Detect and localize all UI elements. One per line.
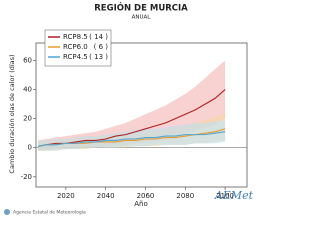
x-axis-label: Año <box>134 200 148 208</box>
y-tick-label: 0 <box>28 144 32 152</box>
x-tick-label: 2100 <box>216 192 234 200</box>
legend-label: RCP4.5 <box>63 53 88 61</box>
chart-title: REGIÓN DE MURCIA <box>94 2 188 14</box>
footer-icon <box>4 209 10 215</box>
y-axis-label: Cambio duración olas de calor (días) <box>8 54 16 173</box>
plot-frame <box>35 42 248 188</box>
series-line <box>37 131 226 147</box>
footer-text: Agencia Estatal de Meteorología <box>13 209 86 216</box>
x-tick-label: 2060 <box>137 192 155 200</box>
legend-runs: ( 6 ) <box>94 43 109 51</box>
chart-subtitle: ANUAL <box>132 15 152 21</box>
legend-box <box>44 29 112 67</box>
x-tick-label: 2080 <box>176 192 194 200</box>
legend-runs: ( 13 ) <box>89 53 108 61</box>
logo: AEMet <box>214 189 254 202</box>
legend-runs: ( 14 ) <box>89 33 108 41</box>
x-tick-label: 2020 <box>57 192 75 200</box>
x-tick-label: 2040 <box>97 192 115 200</box>
chart: REGIÓN DE MURCIA ANUAL Cambio duración o… <box>4 2 254 216</box>
legend-label: RCP6.0 <box>63 43 88 51</box>
y-tick-label: 60 <box>23 56 32 64</box>
legend-label: RCP8.5 <box>63 33 88 41</box>
y-tick-label: -20 <box>21 173 32 181</box>
y-tick-label: 20 <box>23 115 32 123</box>
y-tick-label: 40 <box>23 86 32 94</box>
